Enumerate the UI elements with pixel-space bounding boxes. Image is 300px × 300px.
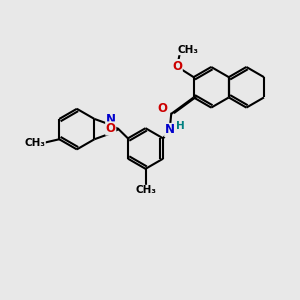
Text: O: O — [106, 122, 116, 135]
Text: H: H — [176, 121, 184, 131]
Text: CH₃: CH₃ — [24, 138, 45, 148]
Text: O: O — [158, 102, 168, 115]
Text: CH₃: CH₃ — [177, 45, 198, 55]
Text: N: N — [106, 113, 116, 126]
Text: O: O — [172, 60, 182, 73]
Text: CH₃: CH₃ — [135, 185, 156, 195]
Text: N: N — [165, 124, 175, 136]
